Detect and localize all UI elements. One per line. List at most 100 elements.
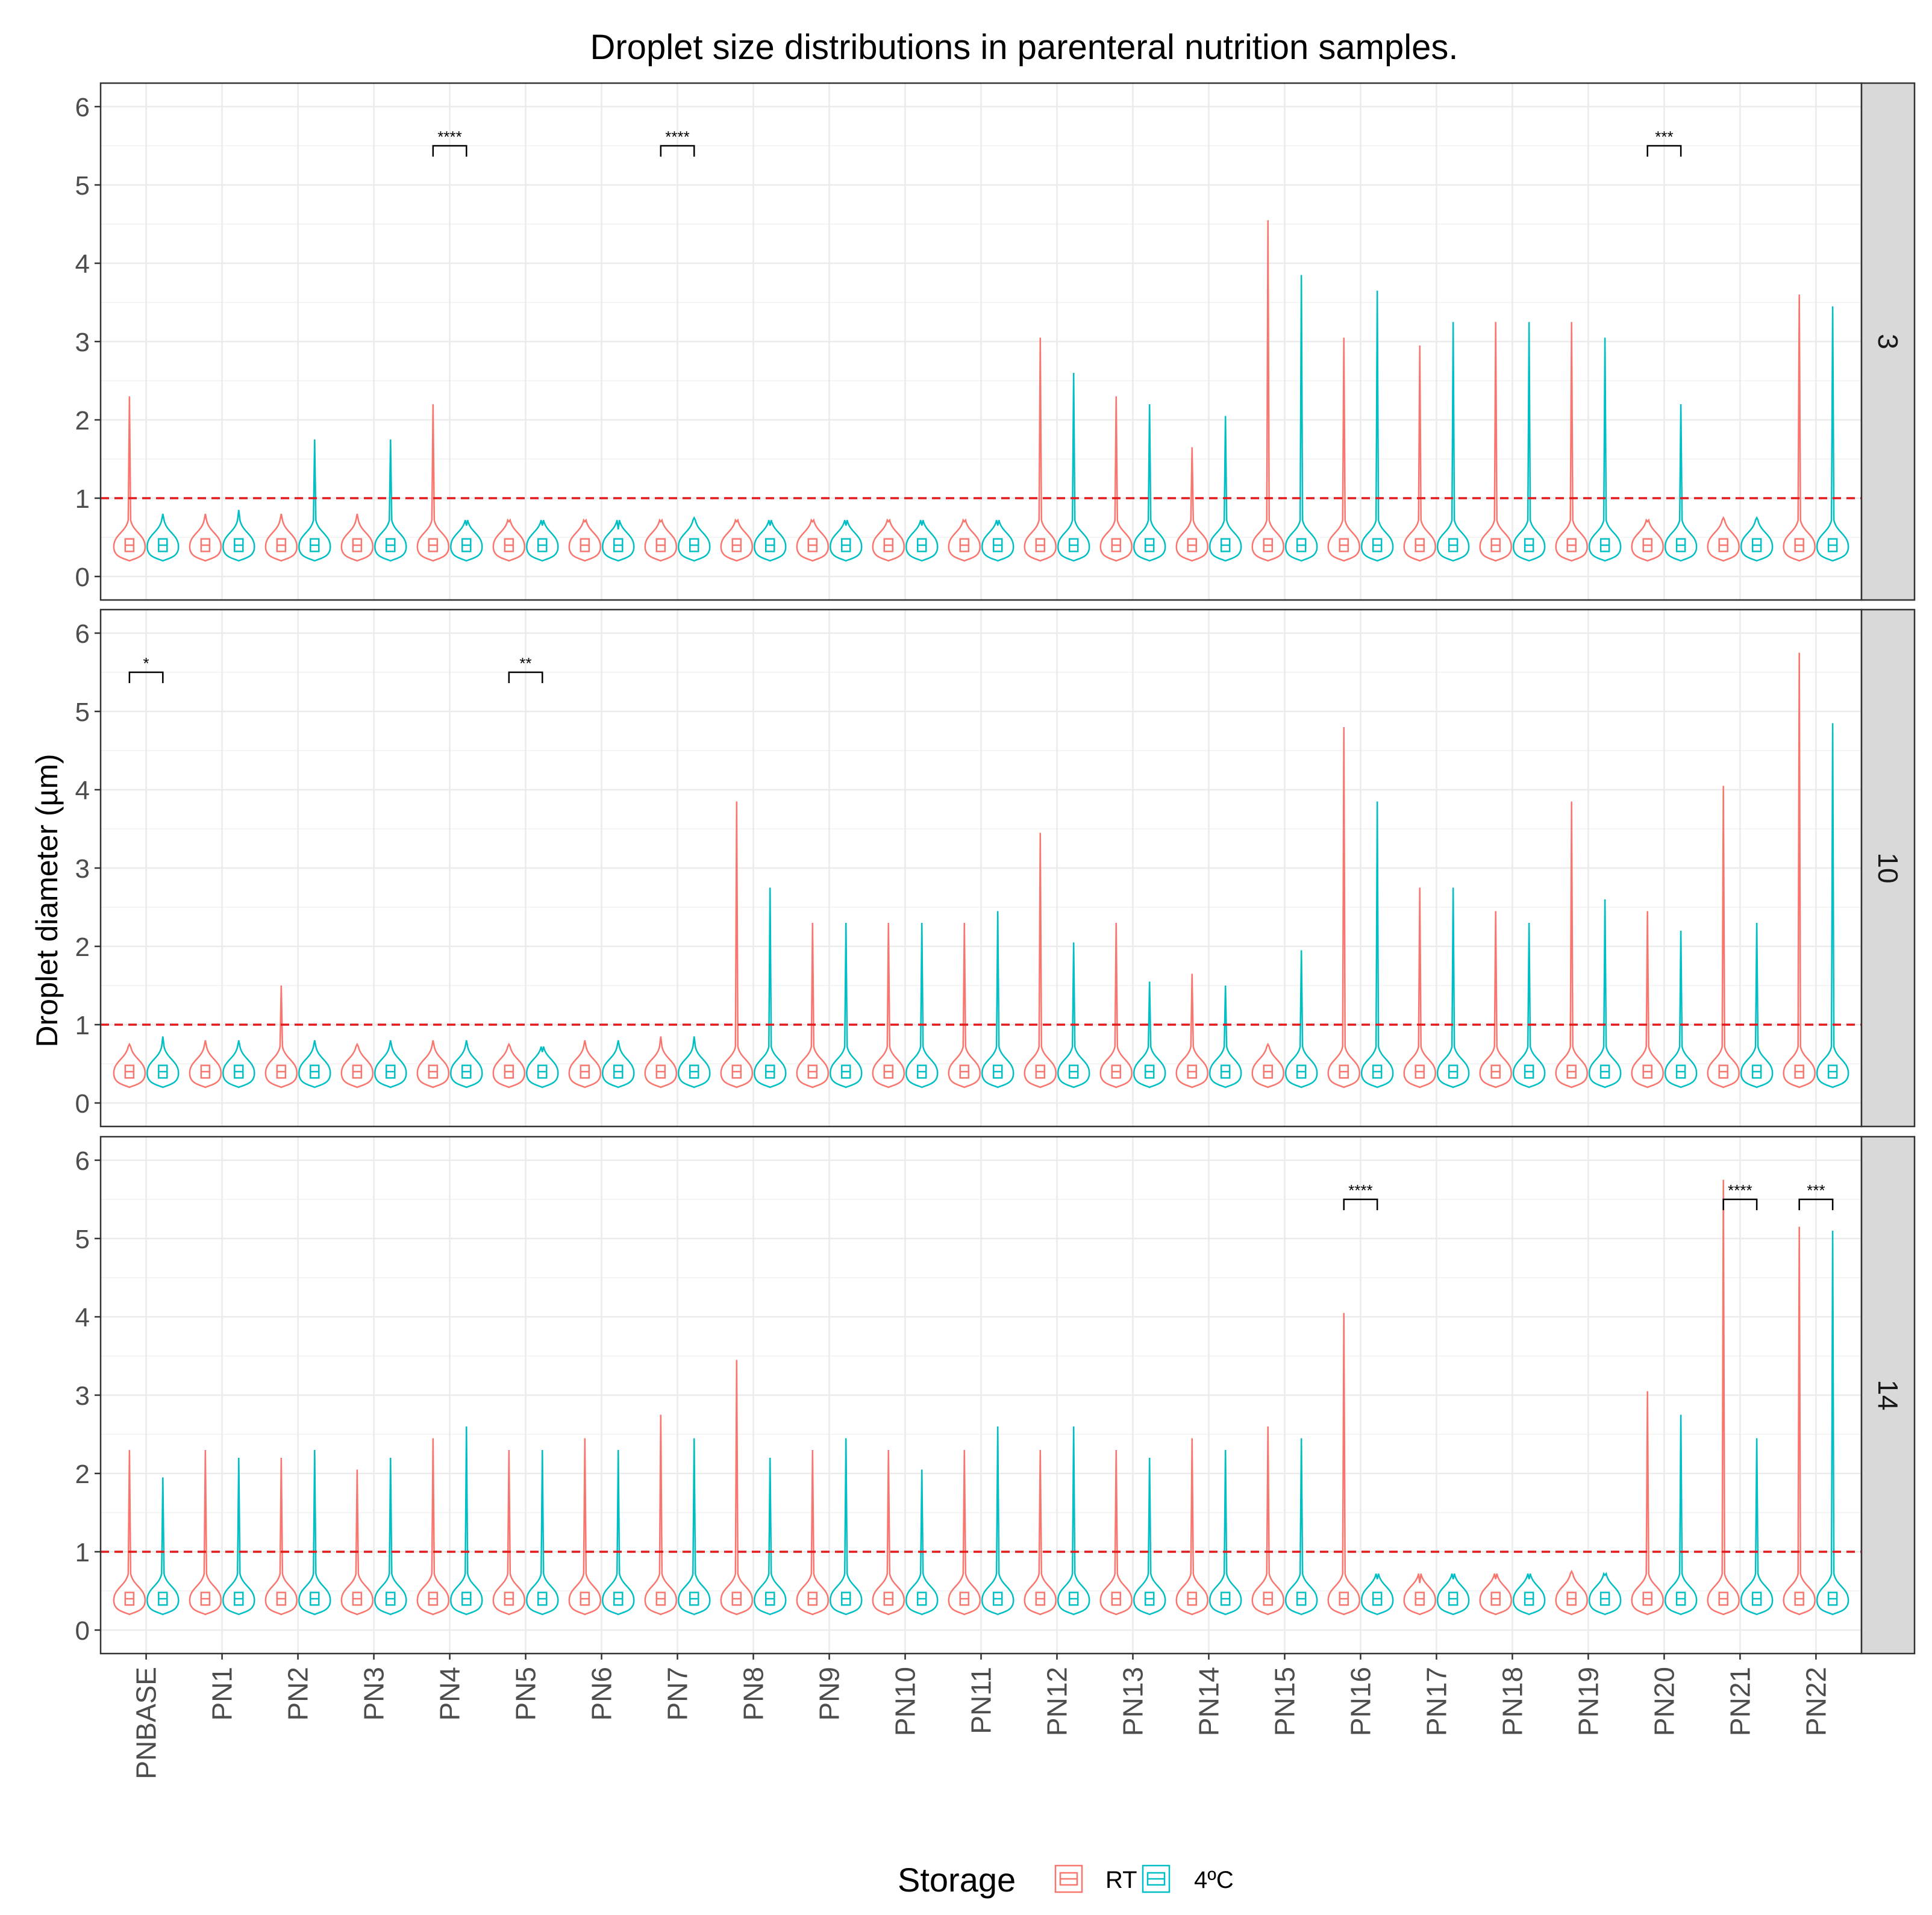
violin-RT-PN11 [948,518,981,562]
violin-RT-PN22 [1783,294,1816,562]
violin-outline [146,1036,180,1089]
violin-4ºC-PN15 [1284,1438,1318,1616]
violin-outline [1740,516,1774,562]
violin-outline [1783,1226,1816,1616]
violin-RT-PN13 [1099,1449,1133,1616]
violin-RT-PN8 [720,801,754,1089]
violin-4ºC-PN14 [1208,1449,1242,1616]
violin-outline [264,1457,298,1616]
violin-outline [948,922,981,1089]
violin-outline [677,1438,711,1616]
violin-4ºC-PN7 [677,1036,711,1089]
violin-4ºC-PN8 [753,887,787,1089]
x-tick-label: PN13 [1117,1667,1148,1736]
legend-key [1142,1864,1171,1893]
violin-RT-PN12 [1024,1449,1057,1616]
violin-outline [1436,1573,1470,1616]
y-tick-label: 6 [75,1146,90,1176]
violin-outline [1251,1426,1285,1616]
violin-RT-PN20 [1631,911,1664,1089]
violin-outline [1024,337,1057,562]
violin-outline [374,1457,407,1616]
violin-4ºC-PN13 [1133,1457,1166,1616]
significance-label: **** [1728,1181,1752,1199]
violin-outline [644,1414,678,1616]
violin-RT-PN8 [720,518,754,562]
violin-outline [1057,372,1090,562]
violin-outline [1284,275,1318,562]
violin-RT-PN10 [872,518,905,562]
violin-4ºC-PN21 [1740,1438,1774,1616]
violin-4ºC-PNBASE [146,1036,180,1089]
violin-outline [1512,322,1546,562]
violin-outline [568,1438,602,1616]
violin-RT-PN22 [1783,652,1816,1089]
violin-4ºC-PN14 [1208,416,1242,562]
violin-outline [1403,887,1436,1089]
violin-4ºC-PN11 [981,1426,1014,1616]
violin-4ºC-PN11 [981,520,1014,562]
violin-RT-PN7 [644,518,678,562]
significance-bracket [508,671,543,683]
violin-RT-PN17 [1403,887,1436,1089]
violin-4ºC-PN7 [677,516,711,562]
violin-outline [1175,447,1209,562]
violin-RT-PNBASE [113,1042,146,1089]
violin-4ºC-PN12 [1057,942,1090,1089]
violin-outline [1707,1179,1740,1616]
violin-outline [720,801,754,1089]
violin-RT-PN13 [1099,922,1133,1089]
violin-RT-PN19 [1555,1569,1588,1616]
violin-outline [340,1469,374,1616]
significance-PN21: **** [1722,1181,1758,1210]
violin-4ºC-PN19 [1588,1572,1622,1616]
y-tick-label: 1 [75,484,90,514]
violin-4ºC-PN16 [1360,290,1394,562]
violin-RT-PN19 [1555,801,1588,1089]
significance-PN5: ** [508,654,543,683]
y-tick-label: 2 [75,1460,90,1489]
violin-outline [1360,1573,1394,1616]
violin-outline [677,1036,711,1089]
violin-4ºC-PN20 [1664,930,1698,1089]
violin-RT-PN21 [1707,516,1740,562]
violin-4ºC-PN4 [450,1426,483,1616]
violin-outline [829,1438,863,1616]
violin-outline [1479,911,1512,1089]
x-tick-label: PN3 [358,1667,390,1720]
significance-PN4: **** [432,128,467,157]
violin-RT-PN10 [872,1449,905,1616]
violin-outline [948,518,981,562]
violin-RT-PN7 [644,1036,678,1089]
x-tick-label: PN17 [1421,1667,1452,1736]
violin-outline [753,1457,787,1616]
y-tick-label: 6 [75,93,90,122]
x-tick-label: PN9 [814,1667,845,1720]
y-tick-label: 2 [75,933,90,962]
significance-bracket [1646,145,1682,157]
violin-RT-PN18 [1479,322,1512,562]
violin-outline [644,518,678,562]
violin-4ºC-PN8 [753,1457,787,1616]
x-tick-label: PN19 [1572,1667,1604,1736]
y-tick-label: 5 [75,171,90,201]
violin-4ºC-PN6 [602,1040,635,1089]
violin-RT-PN11 [948,922,981,1089]
violin-outline [113,396,146,562]
significance-bracket [660,145,695,157]
x-tick-label: PN2 [283,1667,314,1720]
x-tick-label: PN22 [1800,1667,1831,1736]
legend-label: 4ºC [1194,1867,1234,1893]
violin-outline [1099,922,1133,1089]
violin-outline [568,518,602,562]
facet-strip-label: 3 [1872,334,1904,349]
violin-outline [1251,220,1285,562]
y-axis-label: Droplet diameter (µm) [30,754,64,1047]
violin-4ºC-PN19 [1588,337,1622,562]
x-tick-label: PN10 [890,1667,921,1736]
violin-outline [1175,973,1209,1089]
violin-outline [222,1040,255,1089]
violin-RT-PN1 [189,513,222,562]
